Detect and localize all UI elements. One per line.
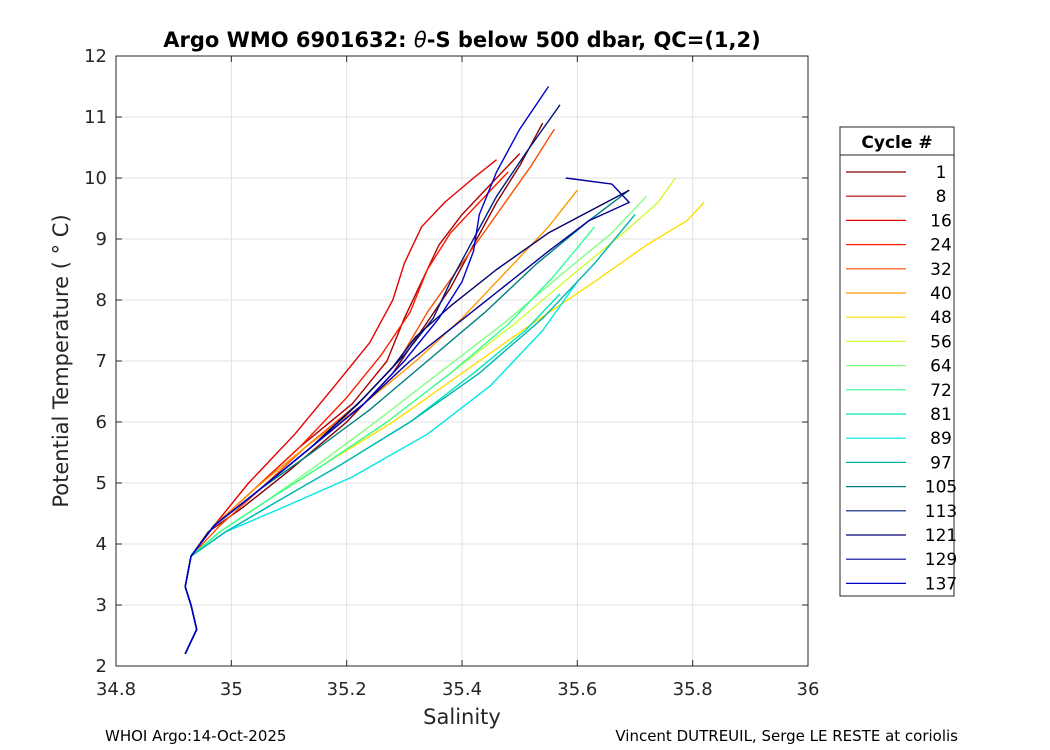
legend-label: 16 — [930, 211, 952, 231]
x-tick-label: 35.4 — [442, 679, 482, 700]
legend-label: 113 — [925, 502, 957, 522]
x-tick-label: 35.8 — [673, 679, 713, 700]
y-tick-label: 4 — [96, 534, 107, 555]
legend-label: 48 — [930, 308, 952, 328]
series-line-cycle-137 — [184, 86, 550, 655]
footer-left: WHOI Argo:14-Oct-2025 — [105, 727, 286, 745]
legend-entry-72: 72 — [846, 381, 952, 401]
legend-label: 32 — [930, 260, 952, 280]
grid — [116, 56, 808, 666]
legend-entry-64: 64 — [846, 357, 952, 377]
legend-label: 89 — [930, 429, 952, 449]
y-tick-label: 11 — [84, 107, 107, 128]
chart-title: Argo WMO 6901632: θ-S below 500 dbar, QC… — [163, 28, 760, 52]
legend-entry-32: 32 — [846, 260, 952, 280]
x-tick-label: 35.6 — [557, 679, 597, 700]
legend-label: 56 — [930, 332, 952, 352]
y-tick-label: 2 — [96, 656, 107, 677]
y-tick-label: 7 — [96, 351, 107, 372]
legend-label: 81 — [930, 405, 952, 425]
y-tick-label: 9 — [96, 229, 107, 250]
legend-entry-40: 40 — [846, 284, 952, 304]
legend-entry-8: 8 — [846, 187, 946, 207]
legend-entry-24: 24 — [846, 236, 952, 256]
x-tick-label: 35 — [220, 679, 243, 700]
legend-box — [839, 126, 955, 597]
legend-label: 121 — [925, 526, 957, 546]
legend: Cycle # 1 8 16 24 32 40 48 56 64 72 81 89 97 105 113 12… — [839, 126, 957, 597]
legend-entry-137: 137 — [846, 574, 957, 594]
legend-label: 97 — [930, 453, 952, 473]
legend-entry-89: 89 — [846, 429, 952, 449]
legend-label: 8 — [936, 187, 947, 207]
legend-entry-48: 48 — [846, 308, 952, 328]
legend-label: 105 — [925, 478, 957, 498]
legend-entry-105: 105 — [846, 478, 957, 498]
y-axis-label: Potential Temperature ( ° C) — [49, 214, 73, 507]
footer-right: Vincent DUTREUIL, Serge LE RESTE at cori… — [615, 727, 958, 745]
axis-ticks: 34.8 35 35.2 35.4 35.6 35.8 36 2 3 4 5 6 7 8 9 10 11 12 — [84, 46, 819, 700]
y-tick-label: 6 — [96, 412, 107, 433]
y-tick-label: 8 — [96, 290, 107, 311]
legend-label: 1 — [936, 163, 947, 183]
plot-area: 34.8 35 35.2 35.4 35.6 35.8 36 2 3 4 5 6 7 8 9 10 11 12 — [84, 46, 819, 700]
legend-entry-129: 129 — [846, 550, 957, 570]
legend-label: 24 — [930, 236, 952, 256]
legend-entries: 1 8 16 24 32 40 48 56 64 72 81 89 97 105 113 121 129 137 — [846, 163, 957, 594]
legend-entry-81: 81 — [846, 405, 952, 425]
legend-entry-121: 121 — [846, 526, 957, 546]
x-tick-label: 34.8 — [96, 679, 136, 700]
legend-label: 40 — [930, 284, 952, 304]
x-tick-label: 35.2 — [327, 679, 367, 700]
legend-entry-97: 97 — [846, 453, 952, 473]
x-tick-label: 36 — [797, 679, 820, 700]
y-tick-label: 3 — [96, 595, 107, 616]
legend-entry-16: 16 — [846, 211, 952, 231]
y-tick-label: 5 — [96, 473, 107, 494]
legend-label: 72 — [930, 381, 952, 401]
legend-title: Cycle # — [861, 133, 932, 153]
legend-entry-113: 113 — [846, 502, 957, 522]
series-layer — [184, 86, 705, 655]
y-tick-label: 12 — [84, 46, 107, 67]
legend-label: 129 — [925, 550, 957, 570]
legend-label: 64 — [930, 357, 952, 377]
legend-entry-1: 1 — [846, 163, 946, 183]
legend-entry-56: 56 — [846, 332, 952, 352]
y-tick-label: 10 — [84, 168, 107, 189]
legend-label: 137 — [925, 574, 957, 594]
x-axis-label: Salinity — [423, 705, 501, 729]
